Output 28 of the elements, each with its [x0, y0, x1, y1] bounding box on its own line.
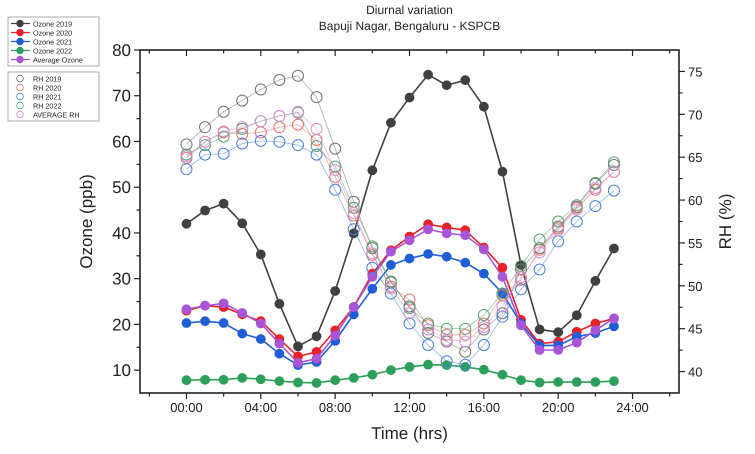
x-tick-label: 20:00 [542, 400, 574, 415]
y-tick-label: 20 [112, 315, 131, 334]
x-tick-label: 04:00 [244, 400, 278, 415]
y-tick-label: 80 [112, 41, 131, 60]
y-tick-label: 10 [112, 361, 131, 380]
x-tick-label: 24:00 [616, 400, 649, 415]
y-tick-label: 40 [112, 224, 131, 243]
y2-tick-label: 55 [688, 236, 702, 251]
y2-tick-label: 65 [688, 150, 702, 166]
y2-tick-label: 60 [688, 193, 702, 208]
y2-tick-label: 45 [688, 322, 702, 337]
x-axis-title: Time (hrs) [371, 424, 448, 443]
y2-tick-label: 70 [688, 107, 702, 122]
y-tick-label: 30 [112, 270, 131, 289]
y-tick-label: 70 [112, 86, 131, 106]
y2-tick-label: 40 [688, 364, 702, 380]
x-tick-label: 16:00 [468, 400, 500, 415]
y-tick-label: 60 [112, 132, 131, 152]
y-axis-title: Ozone (ppb) [77, 174, 96, 269]
y2-tick-label: 75 [688, 64, 702, 80]
y-tick-label: 50 [112, 178, 131, 198]
x-tick-label: 08:00 [318, 400, 352, 415]
y2-tick-label: 50 [688, 278, 702, 294]
x-tick-label: 12:00 [393, 400, 426, 415]
y2-axis-title: RH (%) [716, 194, 735, 250]
chart-title: Diurnal variation [366, 3, 453, 17]
x-tick-label: 00:00 [170, 400, 203, 415]
chart-subtitle: Bapuji Nagar, Bengaluru - KSPCB [318, 19, 500, 33]
